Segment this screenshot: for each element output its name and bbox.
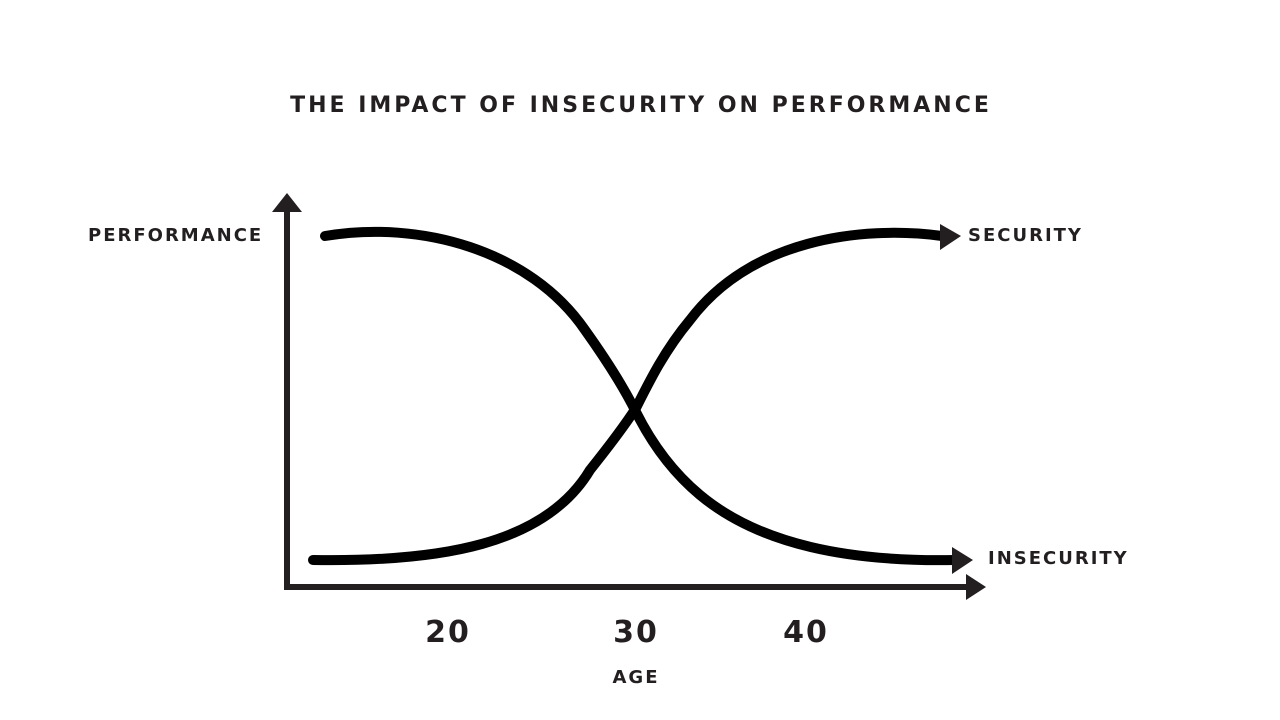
y-axis-label: PERFORMANCE bbox=[88, 225, 264, 246]
diagram-title: THE IMPACT OF INSECURITY ON PERFORMANCE bbox=[290, 93, 992, 118]
x-tick-20: 20 bbox=[425, 615, 471, 650]
y-axis-arrowhead bbox=[272, 193, 302, 212]
security-arrowhead bbox=[940, 224, 961, 250]
insecurity-arrowhead bbox=[952, 547, 973, 574]
x-tick-40: 40 bbox=[783, 615, 829, 650]
insecurity-curve-label: INSECURITY bbox=[988, 548, 1129, 569]
x-tick-30: 30 bbox=[613, 615, 659, 650]
security-curve bbox=[308, 227, 947, 566]
x-axis-label: AGE bbox=[612, 667, 660, 688]
security-curve-label: SECURITY bbox=[968, 225, 1083, 246]
x-axis-arrowhead bbox=[966, 574, 986, 600]
